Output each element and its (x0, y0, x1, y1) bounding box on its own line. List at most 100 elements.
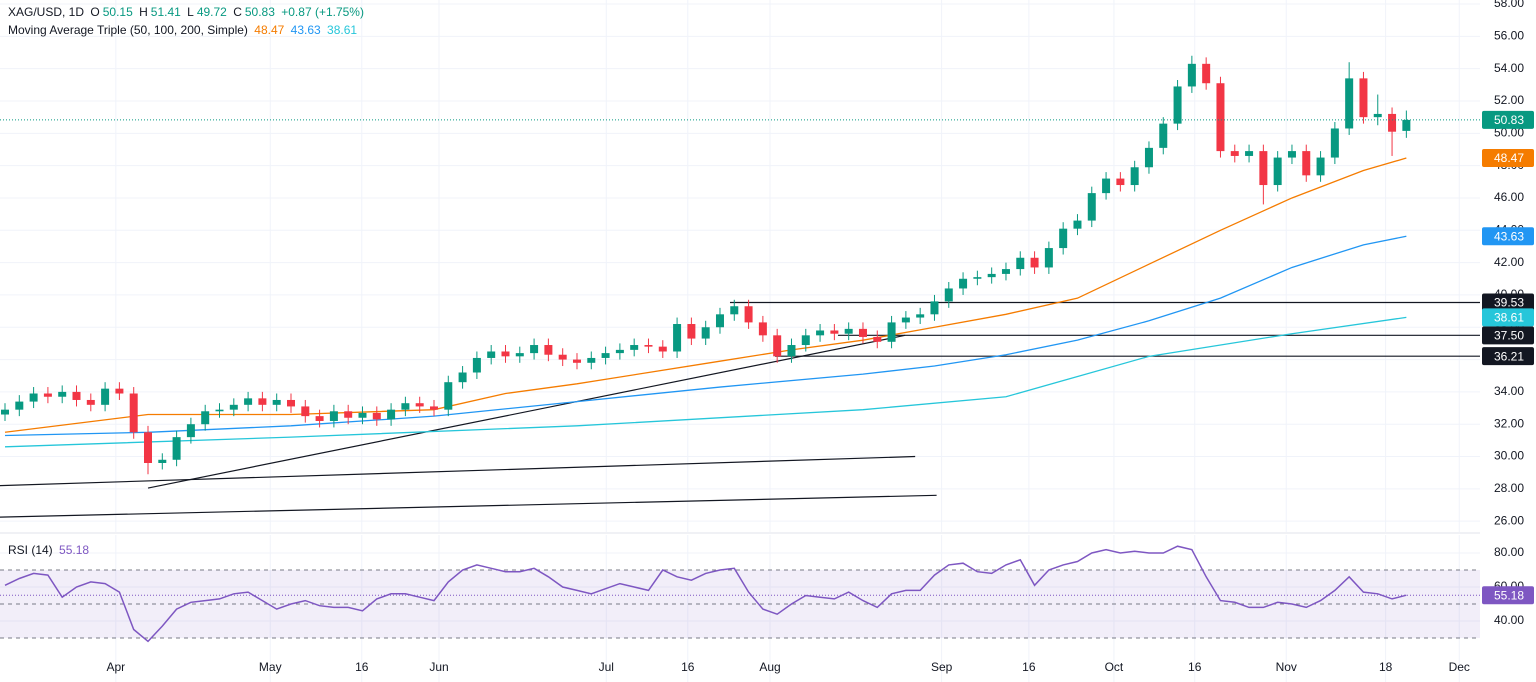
symbol: XAG/USD, 1D (8, 5, 85, 19)
candle-body (758, 322, 767, 336)
candle-body (215, 409, 224, 412)
candle-body (229, 404, 238, 410)
candle-body (1202, 63, 1211, 84)
candle-body (615, 349, 624, 354)
moving-average (4, 235, 1407, 437)
y-tick-label: 56.00 (1494, 29, 1524, 43)
candle-body (658, 346, 667, 352)
y-tick-label: 50.00 (1494, 125, 1524, 139)
candle-body (1259, 151, 1268, 186)
y-tick-label: 42.00 (1494, 255, 1524, 269)
x-tick-label: 16 (681, 660, 695, 674)
candle-body (644, 345, 653, 347)
candle-body (401, 403, 410, 410)
candle-body (687, 324, 696, 339)
candle-body (372, 412, 381, 420)
candle-body (244, 398, 253, 405)
ohlc-legend: XAG/USD, 1D O 50.15 H 51.41 L 49.72 C 50.83 … (8, 5, 367, 19)
candle-body (887, 322, 896, 342)
candle-body (1245, 151, 1254, 156)
candle-body (787, 345, 796, 357)
x-tick-label: Aug (759, 660, 780, 674)
ohlc-label: O (90, 5, 100, 19)
rsi-tick-label: 40.00 (1494, 613, 1524, 627)
level-badge-bg (1482, 347, 1534, 366)
ma-value: 38.61 (327, 23, 358, 37)
candle-body (987, 273, 996, 278)
candle-body (901, 317, 910, 323)
y-tick-label: 58.00 (1494, 0, 1524, 10)
ma-badge: 38.61 (1494, 311, 1524, 325)
candle-body (458, 372, 467, 383)
ma-value: 48.47 (254, 23, 285, 37)
candle-body (1345, 78, 1354, 129)
candle-body (43, 393, 52, 397)
candle-body (101, 388, 110, 405)
candle-body (1373, 113, 1382, 118)
candle-body (1073, 220, 1082, 229)
candle-body (544, 345, 553, 355)
candle-body (1273, 157, 1282, 186)
ohlc-value: 50.83 (244, 5, 275, 19)
candle-body (973, 277, 982, 279)
level-badge: 37.50 (1494, 328, 1524, 342)
x-tick-label: Dec (1449, 660, 1470, 674)
rsi-pane-bg (0, 535, 1480, 682)
x-tick-label: May (259, 660, 282, 674)
candle-body (1287, 151, 1296, 158)
x-tick-label: 16 (1022, 660, 1036, 674)
candle-body (858, 328, 867, 337)
candle-body (272, 399, 281, 405)
candle-body (487, 351, 496, 358)
candle-body (730, 306, 739, 315)
candle-body (258, 398, 267, 405)
candle-body (15, 401, 24, 410)
ohlc-value: 49.72 (196, 5, 227, 19)
ma-title: Moving Average Triple (50, 100, 200, Sim… (8, 23, 248, 37)
y-tick-label: 26.00 (1494, 513, 1524, 527)
y-tick-label: 46.00 (1494, 190, 1524, 204)
x-tick-label: Jun (429, 660, 448, 674)
trendline (0, 455, 916, 487)
change: +0.87 (+1.75%) (281, 5, 364, 19)
candle-body (673, 324, 682, 352)
x-tick-label: 16 (355, 660, 369, 674)
trendline (147, 334, 906, 489)
candle-body (315, 416, 324, 421)
candle-body (744, 306, 753, 323)
candle-body (773, 335, 782, 357)
candle-body (1187, 63, 1196, 87)
x-tick-label: Sep (931, 660, 953, 674)
y-tick-label: 28.00 (1494, 481, 1524, 495)
candle-body (329, 411, 338, 421)
price-badge: 50.83 (1494, 113, 1524, 127)
x-tick-label: Jul (599, 660, 614, 674)
candle-body (515, 353, 524, 357)
candle-body (1116, 178, 1125, 186)
candle-body (429, 406, 438, 410)
candle-body (1001, 269, 1010, 274)
ma-legend: Moving Average Triple (50, 100, 200, Sim… (8, 23, 360, 37)
rsi-badge-bg (1482, 586, 1534, 605)
candle-body (816, 330, 825, 336)
candle-body (344, 411, 353, 418)
candle-body (601, 353, 610, 358)
candle-body (930, 301, 939, 315)
candle-body (873, 336, 882, 342)
candle-body (129, 393, 138, 433)
candle-body (158, 459, 167, 463)
candle-body (944, 288, 953, 302)
trendline (0, 494, 937, 518)
y-tick-label: 34.00 (1494, 384, 1524, 398)
candle-body (186, 424, 195, 438)
candle-body (715, 314, 724, 328)
y-tick-label: 54.00 (1494, 61, 1524, 75)
candle-body (115, 388, 124, 394)
candle-body (144, 432, 152, 463)
moving-average (4, 316, 1407, 448)
candle-body (286, 399, 295, 407)
rsi-value: 55.18 (59, 543, 90, 557)
candle-body (29, 393, 38, 402)
candle-body (1316, 157, 1325, 176)
